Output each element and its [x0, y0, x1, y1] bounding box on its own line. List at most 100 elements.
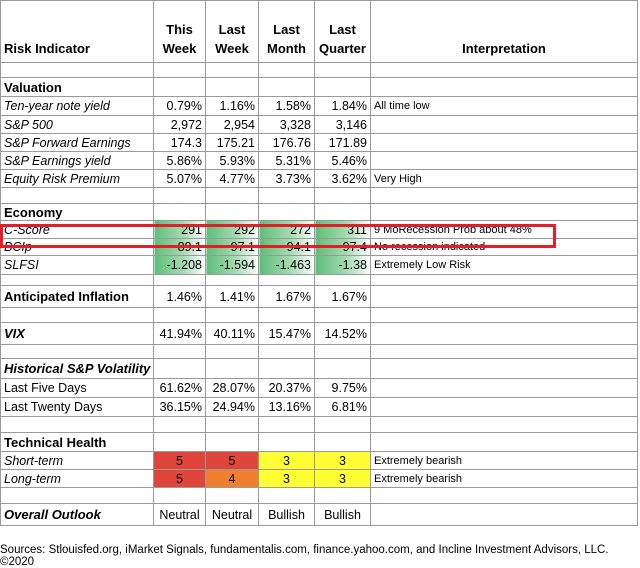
row-label: VIX [0, 322, 154, 345]
cell-last-week: 28.07% [205, 378, 259, 398]
cell-last-quarter: 6.81% [314, 397, 371, 417]
table-row: SLFSI -1.208 -1.594 -1.463 -1.38 Extreme… [0, 255, 638, 275]
row-label: SLFSI [0, 255, 154, 275]
c-score-highlight-box [0, 224, 556, 248]
table-row: Equity Risk Premium 5.07% 4.77% 3.73% 3.… [0, 169, 638, 188]
cell-interpretation: Extremely bearish [370, 451, 638, 470]
cell-last-quarter: 3,146 [314, 115, 371, 134]
cell-last-month: 3.73% [258, 169, 315, 188]
cell-last-month: 1.67% [258, 285, 315, 308]
cell-interpretation: Very High [370, 169, 638, 188]
cell-interpretation [370, 503, 638, 526]
section-historical-volatility: Historical S&P Volatility [0, 358, 638, 379]
spacer-row [0, 62, 638, 78]
row-label: Overall Outlook [0, 503, 154, 526]
cell-interpretation: Extremely bearish [370, 469, 638, 488]
cell-last-week: 4 [205, 469, 259, 488]
row-label: S&P Earnings yield [0, 151, 154, 170]
cell-this-week: 2,972 [153, 115, 206, 134]
spacer-row [0, 187, 638, 204]
cell-last-quarter: 9.75% [314, 378, 371, 398]
cell-last-week: 5.93% [205, 151, 259, 170]
cell-interpretation [370, 133, 638, 152]
cell-last-quarter: Bullish [314, 503, 371, 526]
cell-interpretation [370, 397, 638, 417]
cell-interpretation [370, 322, 638, 345]
section-economy: Economy [0, 203, 638, 221]
table-row: S&P Earnings yield 5.86% 5.93% 5.31% 5.4… [0, 151, 638, 170]
section-label: Valuation [0, 77, 154, 97]
cell-this-week: 61.62% [153, 378, 206, 398]
table-row: S&P Forward Earnings 174.3 175.21 176.76… [0, 133, 638, 152]
cell-last-week: 175.21 [205, 133, 259, 152]
section-label: Historical S&P Volatility [0, 358, 154, 379]
row-label: Last Five Days [0, 378, 154, 398]
cell-interpretation [370, 378, 638, 398]
cell-last-week: 40.11% [205, 322, 259, 345]
cell-last-week: 4.77% [205, 169, 259, 188]
header-interpretation: Interpretation [370, 0, 638, 63]
cell-last-week: 1.16% [205, 96, 259, 116]
cell-this-week: 5 [153, 451, 206, 470]
row-label: Long-term [0, 469, 154, 488]
table-row: Anticipated Inflation 1.46% 1.41% 1.67% … [0, 285, 638, 308]
table-row: Last Twenty Days 36.15% 24.94% 13.16% 6.… [0, 397, 638, 417]
cell-this-week: 1.46% [153, 285, 206, 308]
cell-last-month: 3,328 [258, 115, 315, 134]
cell-this-week: 5 [153, 469, 206, 488]
table-row: S&P 500 2,972 2,954 3,328 3,146 [0, 115, 638, 134]
cell-interpretation [370, 115, 638, 134]
spacer-row [0, 274, 638, 286]
row-label: S&P 500 [0, 115, 154, 134]
cell-last-week: Neutral [205, 503, 259, 526]
row-label: S&P Forward Earnings [0, 133, 154, 152]
cell-last-month: Bullish [258, 503, 315, 526]
cell-interpretation: All time low [370, 96, 638, 116]
section-label: Economy [0, 203, 154, 221]
section-label: Technical Health [0, 432, 154, 452]
cell-this-week: 174.3 [153, 133, 206, 152]
cell-last-quarter: -1.38 [314, 255, 371, 275]
row-label: Equity Risk Premium [0, 169, 154, 188]
sources-footer: Sources: Stlouisfed.org, iMarket Signals… [0, 544, 609, 568]
cell-last-quarter: 5.46% [314, 151, 371, 170]
header-last-month: Last Month [258, 0, 315, 63]
cell-last-quarter: 171.89 [314, 133, 371, 152]
cell-this-week: 5.86% [153, 151, 206, 170]
cell-interpretation [370, 285, 638, 308]
cell-this-week: 0.79% [153, 96, 206, 116]
spacer-row [0, 487, 638, 504]
cell-last-quarter: 3 [314, 469, 371, 488]
cell-last-month: 5.31% [258, 151, 315, 170]
section-valuation: Valuation [0, 77, 638, 97]
table-row: VIX 41.94% 40.11% 15.47% 14.52% [0, 322, 638, 345]
header-last-week: Last Week [205, 0, 259, 63]
cell-last-quarter: 1.67% [314, 285, 371, 308]
cell-last-week: 1.41% [205, 285, 259, 308]
cell-last-quarter: 3.62% [314, 169, 371, 188]
table-row: Overall Outlook Neutral Neutral Bullish … [0, 503, 638, 526]
cell-last-quarter: 1.84% [314, 96, 371, 116]
header-this-week: This Week [153, 0, 206, 63]
cell-last-month: 3 [258, 451, 315, 470]
header-last-quarter: Last Quarter [314, 0, 371, 63]
row-label: Short-term [0, 451, 154, 470]
cell-last-week: 2,954 [205, 115, 259, 134]
cell-last-month: 176.76 [258, 133, 315, 152]
row-label: Ten-year note yield [0, 96, 154, 116]
header-risk-indicator: Risk Indicator [0, 0, 154, 63]
section-technical-health: Technical Health [0, 432, 638, 452]
cell-last-month: 1.58% [258, 96, 315, 116]
risk-indicator-table: Risk Indicator This Week Last Week Last Mon… [0, 0, 638, 526]
spacer-row [0, 307, 638, 323]
cell-last-week: 24.94% [205, 397, 259, 417]
table-row: Short-term 5 5 3 3 Extremely bearish [0, 451, 638, 470]
cell-this-week: Neutral [153, 503, 206, 526]
cell-last-week: 5 [205, 451, 259, 470]
cell-last-month: 20.37% [258, 378, 315, 398]
spacer-row [0, 416, 638, 433]
cell-last-month: 3 [258, 469, 315, 488]
cell-last-quarter: 14.52% [314, 322, 371, 345]
cell-last-week: -1.594 [205, 255, 259, 275]
cell-this-week: 5.07% [153, 169, 206, 188]
